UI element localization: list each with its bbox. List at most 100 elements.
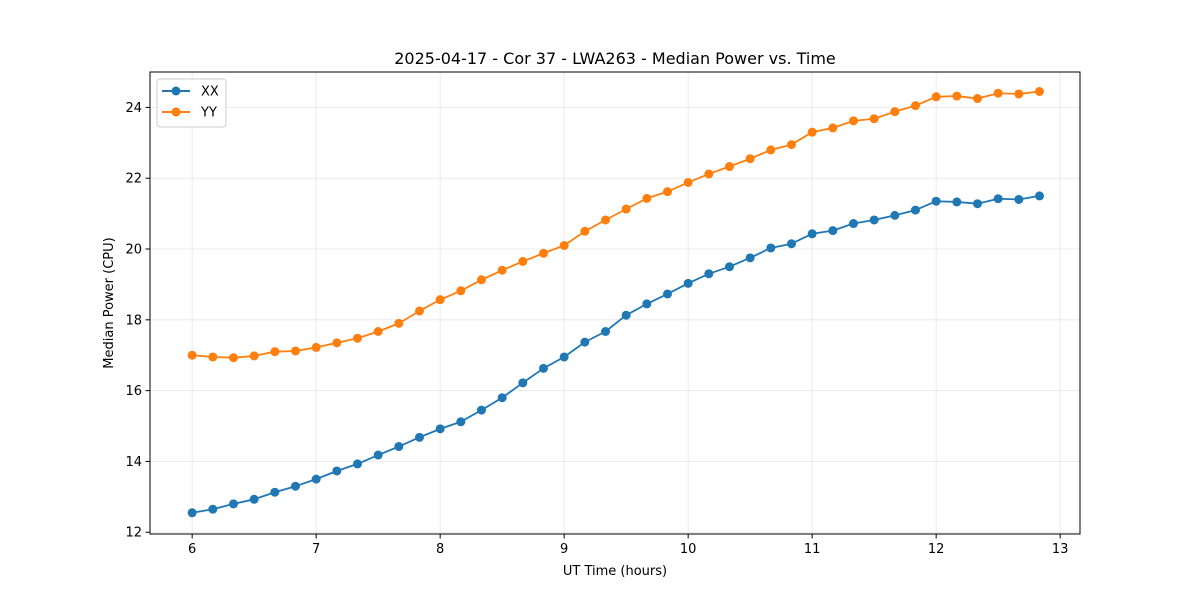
data-point-yy — [290, 346, 300, 356]
y-tick-label: 12 — [125, 526, 142, 541]
data-point-xx — [662, 289, 672, 299]
data-point-yy — [228, 353, 238, 363]
data-point-yy — [972, 94, 982, 104]
data-point-yy — [766, 145, 776, 155]
data-point-xx — [311, 474, 321, 484]
data-point-xx — [993, 194, 1003, 204]
x-tick-label: 8 — [436, 542, 444, 557]
data-point-yy — [414, 306, 424, 316]
y-tick-label: 24 — [125, 101, 142, 116]
data-point-xx — [807, 229, 817, 239]
data-point-yy — [600, 215, 610, 225]
data-point-yy — [621, 204, 631, 214]
data-point-yy — [704, 169, 714, 179]
data-point-yy — [662, 187, 672, 197]
data-point-xx — [745, 253, 755, 263]
data-point-yy — [828, 123, 838, 133]
data-point-yy — [394, 318, 404, 328]
data-point-yy — [476, 275, 486, 285]
y-tick-label: 14 — [125, 455, 142, 470]
data-point-yy — [559, 240, 569, 250]
data-point-yy — [786, 140, 796, 150]
data-point-yy — [518, 256, 528, 266]
x-tick-label: 9 — [560, 542, 568, 557]
data-point-yy — [910, 101, 920, 111]
x-tick-label: 13 — [1052, 542, 1069, 557]
y-tick-label: 16 — [125, 384, 142, 399]
data-point-yy — [642, 193, 652, 203]
data-point-xx — [538, 363, 548, 373]
data-point-yy — [270, 347, 280, 357]
x-tick-label: 12 — [928, 542, 945, 557]
legend-marker-yy — [171, 107, 181, 117]
data-point-xx — [497, 393, 507, 403]
data-point-xx — [290, 481, 300, 491]
data-point-xx — [394, 442, 404, 452]
data-point-yy — [580, 226, 590, 236]
data-point-yy — [435, 295, 445, 305]
data-point-yy — [869, 114, 879, 124]
data-point-yy — [538, 248, 548, 258]
data-point-xx — [456, 417, 466, 427]
data-point-xx — [600, 326, 610, 336]
ticks-layer: 6 7 8 9 10 11 12 13 12 14 16 18 20 22 24 — [125, 101, 1068, 557]
plot-frame — [149, 71, 1081, 535]
y-tick-label: 18 — [125, 313, 142, 328]
data-point-yy — [890, 107, 900, 117]
x-tick-label: 6 — [188, 542, 196, 557]
data-point-yy — [807, 127, 817, 137]
data-point-xx — [580, 337, 590, 347]
grid-layer — [150, 72, 1080, 534]
data-point-xx — [1034, 191, 1044, 201]
data-point-yy — [497, 265, 507, 275]
data-point-yy — [311, 342, 321, 352]
data-point-xx — [972, 199, 982, 209]
legend-marker-xx — [171, 86, 181, 96]
data-point-xx — [332, 466, 342, 476]
data-point-yy — [249, 351, 259, 361]
data-point-xx — [476, 405, 486, 415]
data-point-yy — [848, 116, 858, 126]
data-point-yy — [352, 333, 362, 343]
data-point-xx — [621, 310, 631, 320]
data-point-yy — [952, 91, 962, 101]
data-point-xx — [187, 508, 197, 518]
legend-label-yy: YY — [200, 106, 217, 121]
y-tick-label: 22 — [125, 172, 142, 187]
y-axis-title: Median Power (CPU) — [102, 237, 117, 368]
x-axis-title: UT Time (hours) — [563, 564, 667, 579]
series-layer — [187, 86, 1044, 518]
data-point-yy — [208, 352, 218, 362]
data-point-yy — [745, 154, 755, 164]
data-point-xx — [683, 278, 693, 288]
chart-title: 2025-04-17 - Cor 37 - LWA263 - Median Po… — [394, 49, 836, 68]
data-point-yy — [683, 177, 693, 187]
y-tick-label: 20 — [125, 243, 142, 258]
data-point-xx — [373, 450, 383, 460]
data-point-xx — [352, 459, 362, 469]
data-point-xx — [890, 210, 900, 220]
data-point-xx — [249, 494, 259, 504]
data-point-yy — [456, 286, 466, 296]
legend-label-xx: XX — [201, 85, 219, 100]
legend: XX YY — [156, 78, 227, 128]
data-point-xx — [270, 487, 280, 497]
data-point-yy — [993, 88, 1003, 98]
data-point-xx — [910, 205, 920, 215]
data-point-xx — [414, 432, 424, 442]
data-point-yy — [1034, 86, 1044, 96]
data-point-yy — [931, 92, 941, 102]
data-point-xx — [1014, 194, 1024, 204]
data-point-xx — [724, 262, 734, 272]
data-point-xx — [704, 269, 714, 279]
data-point-xx — [828, 226, 838, 236]
data-point-yy — [187, 350, 197, 360]
data-point-xx — [931, 196, 941, 206]
data-point-xx — [435, 424, 445, 434]
data-point-yy — [373, 326, 383, 336]
data-point-xx — [848, 219, 858, 229]
data-point-yy — [332, 338, 342, 348]
data-point-xx — [642, 299, 652, 309]
data-point-xx — [208, 504, 218, 514]
